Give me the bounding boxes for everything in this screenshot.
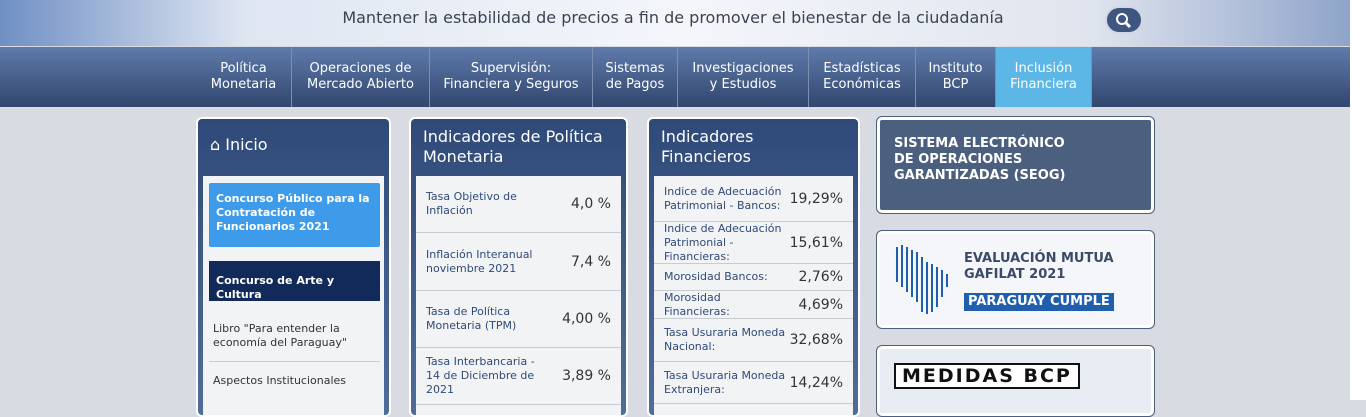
nav-label: Mercado Abierto [307,77,414,92]
indicator-row: Indice de Adecuación Patrimonial - Banco… [654,176,853,222]
nav-label: Sistemas [605,61,665,76]
nav-item[interactable]: Sistemas de Pagos [593,47,678,107]
indicator-value: 4,69% [798,296,843,313]
indicator-label: Tasa Usuraria Moneda Extranjera: [664,368,786,396]
sidebar-item[interactable]: Concurso Público para la Contratación de… [209,183,380,247]
indicator-row: Tasa Usuraria Moneda Nacional: 32,68% [654,319,853,362]
sidebar: ⌂ Inicio Concurso Público para la Contra… [196,117,391,417]
policy-indicators: Indicadores de Política Monetaria Tasa Ob… [409,117,628,417]
nav-label: Estadísticas [823,61,901,76]
nav-label: Investigaciones [692,61,794,76]
nav-bar: Política Monetaria Operaciones de Mercado A… [0,47,1350,107]
banner-text: SISTEMA ELECTRÓNICO DE OPERACIONES GARANTI… [894,136,1065,184]
indicator-value: 14,24% [789,374,843,391]
sidebar-item[interactable]: Aspectos Institucionales [213,374,347,387]
indicator-label: Tasa Usuraria Moneda Nacional: [664,326,786,353]
indicator-label: Indice de Adecuación Patrimonial - Finan… [664,221,782,263]
indicator-value: 2,76% [798,269,843,285]
nav-item[interactable]: Investigaciones y Estudios [678,47,809,107]
nav-item[interactable]: Política Monetaria [196,47,292,107]
indicator-row: Morosidad Bancos: 2,76% [654,264,853,291]
sidebar-title: ⌂ Inicio [210,135,268,154]
banner-line: DE OPERACIONES [894,152,1023,167]
indicator-row: Indice de Adecuación Patrimonial - Finan… [654,222,853,264]
panel-title: Monetaria [423,147,504,166]
sidebar-item[interactable]: Libro "Para entender la economía del Par… [209,312,380,362]
indicator-value: 4,0 % [570,196,611,212]
search-icon [1116,13,1132,29]
banner-line: SISTEMA ELECTRÓNICO [894,136,1065,151]
nav-label: Supervisión: [470,61,552,76]
map-graphic [896,245,948,314]
indicator-label: Inflación Interanual noviembre 2021 [426,247,533,275]
indicator-label: Tasa Interbancaria - 14 de Diciembre de … [426,355,535,396]
nav-label: BCP [942,77,969,92]
banner[interactable]: EVALUACIÓN MUTUA GAFILAT 2021 PARAGUAY CU… [876,230,1155,329]
indicator-row: Tasa Usuraria Moneda Extranjera: 14,24% [654,362,853,404]
banner-text: EVALUACIÓN MUTUA GAFILAT 2021 [964,251,1114,283]
tagline: Mantener la estabilidad de precios a fin… [342,8,1004,27]
banner-line: EVALUACIÓN MUTUA [964,251,1114,266]
nav-item[interactable]: Instituto BCP [916,47,996,107]
banner-line: GARANTIZADAS (SEOG) [894,168,1066,183]
nav-label: Política [220,61,267,76]
nav-label: Financiera [1010,77,1077,92]
nav-item[interactable]: Operaciones de Mercado Abierto [292,47,430,107]
indicator-label: Morosidad Financieras: [664,290,730,318]
indicator-label: Indice de Adecuación Patrimonial - Banco… [664,184,782,212]
banner[interactable]: SISTEMA ELECTRÓNICO DE OPERACIONES GARANTI… [876,116,1155,214]
banner[interactable]: MEDIDAS BCP [876,345,1155,417]
panel-title: Indicadores de Política [423,127,603,146]
sidebar-title-text: Inicio [225,135,268,154]
indicator-value: 32,68% [789,332,843,348]
indicator-row: Morosidad Financieras: 4,69% [654,291,853,319]
indicator-value: 7,4 % [570,253,611,270]
nav-label: Monetaria [210,77,277,92]
indicator-label: Morosidad Bancos: [664,270,768,283]
indicator-label: Tasa de Política Monetaria (TPM) [426,305,517,332]
nav-label: de Pagos [605,77,665,92]
financial-indicators: Indicadores Financieros Indice de Adecuac… [647,117,860,417]
nav-label: Económicas [823,77,901,92]
search-button[interactable] [1105,6,1143,34]
indicator-value: 15,61% [789,234,843,251]
nav-item[interactable]: Estadísticas Económicas [809,47,916,107]
banner-line: GAFILAT 2021 [964,267,1066,282]
nav-label: Financiera y Seguros [443,77,579,92]
indicator-row: Inflación Interanual noviembre 2021 7,4 % [416,233,621,291]
indicator-label: Tasa Objetivo de Inflación [426,190,517,217]
nav-label: Instituto [928,61,983,76]
indicator-value: 4,00 % [562,311,611,327]
nav-label: Inclusión [1014,61,1073,76]
banner-text: MEDIDAS BCP [894,363,1080,389]
panel-title: Indicadores [661,127,754,146]
banner-badge: PARAGUAY CUMPLE [964,293,1114,311]
sidebar-item[interactable]: Concurso de Arte y Cultura [209,261,380,301]
nav-item[interactable]: Inclusión Financiera [996,47,1092,107]
nav-label: y Estudios [709,77,777,92]
nav-item[interactable]: Supervisión: Financiera y Seguros [430,47,593,107]
indicator-value: 19,29% [789,190,843,207]
indicator-row: Tasa Interbancaria - 14 de Diciembre de … [416,348,621,405]
nav-label: Operaciones de [309,61,412,76]
header: Mantener la estabilidad de precios a fin… [0,0,1366,46]
indicator-row: Tasa de Política Monetaria (TPM) 4,00 % [416,291,621,348]
indicator-value: 3,89 % [562,368,611,384]
right-strip [1350,0,1366,400]
indicator-row: Tasa Objetivo de Inflación 4,0 % [416,176,621,233]
panel-title: Financieros [661,147,752,166]
